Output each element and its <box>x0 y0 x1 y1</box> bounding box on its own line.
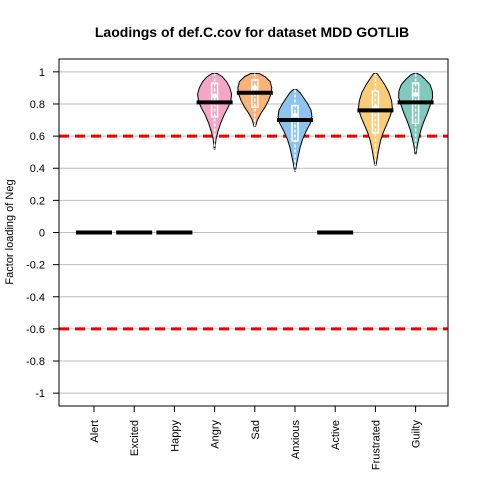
x-tick-label: Guilty <box>411 420 423 449</box>
x-tick-label: Frustrated <box>370 420 382 470</box>
y-tick-label: -0.4 <box>26 292 45 304</box>
violin-mode-point <box>252 85 258 91</box>
x-tick-label: Sad <box>250 420 262 440</box>
y-tick-label: 0.2 <box>30 195 45 207</box>
y-tick-label: -1 <box>35 388 45 400</box>
x-tick-label: Happy <box>169 420 181 452</box>
reference-lines <box>59 134 448 331</box>
axes: -1 -0.8 -0.6 -0.4 -0.2 0 0.2 0.4 0.6 0.8 1 Alert Exc… <box>26 67 423 470</box>
violin-group-sad <box>236 73 273 127</box>
y-tick-label: -0.2 <box>26 260 45 272</box>
y-tick-label: 0.6 <box>30 131 45 143</box>
y-tick-label: 1 <box>39 67 45 79</box>
x-tick-label: Anxious <box>290 420 302 460</box>
y-tick-label: 0.4 <box>30 163 45 175</box>
chart-title: Laodings of def.C.cov for dataset MDD GO… <box>95 24 409 40</box>
y-tick-label: 0.8 <box>30 99 45 111</box>
y-tick-label: -0.8 <box>26 356 45 368</box>
y-tick-label: 0 <box>39 228 45 240</box>
violin-group-angry <box>196 73 233 150</box>
x-tick-label: Angry <box>210 420 222 449</box>
x-tick-label: Excited <box>129 420 141 456</box>
x-tick-label: Alert <box>89 420 101 443</box>
violins <box>76 73 434 235</box>
violin-group-frustrated <box>357 73 394 166</box>
x-tick-label: Active <box>330 420 342 450</box>
violin-mode-point <box>413 91 419 97</box>
violin-group-anxious <box>277 89 313 172</box>
violin-group-guilty <box>397 73 434 155</box>
violin-iqr-box <box>291 104 299 142</box>
y-tick-label: -0.6 <box>26 324 45 336</box>
plot-frame <box>58 58 449 407</box>
violin-mode-point <box>212 93 218 99</box>
violin-iqr-box <box>210 82 219 118</box>
violin-mode-point <box>292 112 298 118</box>
y-axis-label: Factor loading of Neg <box>4 179 16 284</box>
